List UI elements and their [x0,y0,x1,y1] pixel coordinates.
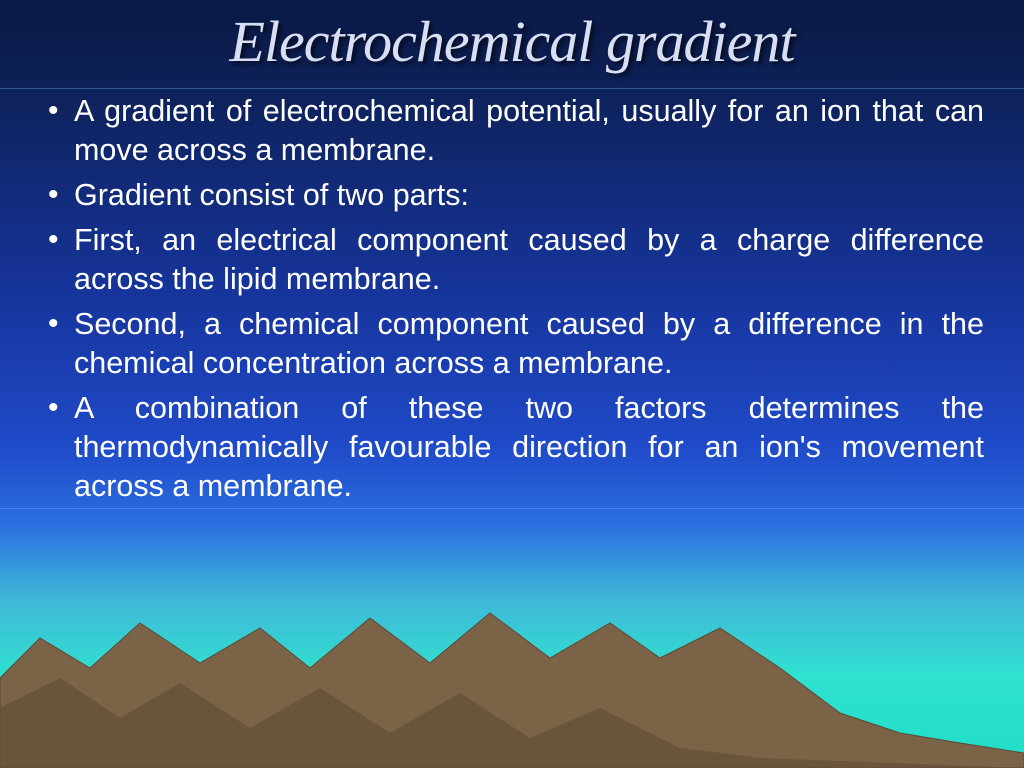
divider-line [0,88,1024,89]
bullet-item: Gradient consist of two parts: [40,176,984,215]
bullet-item: Second, a chemical component caused by a… [40,305,984,383]
bullet-list: A gradient of electrochemical potential,… [40,92,984,506]
slide-body: A gradient of electrochemical potential,… [40,92,984,512]
bullet-item: A gradient of electrochemical potential,… [40,92,984,170]
slide-title: Electrochemical gradient [0,8,1024,75]
presentation-slide: Electrochemical gradient A gradient of e… [0,0,1024,768]
mountain-background [0,568,1024,768]
bullet-item: A combination of these two factors deter… [40,389,984,506]
bullet-item: First, an electrical component caused by… [40,221,984,299]
